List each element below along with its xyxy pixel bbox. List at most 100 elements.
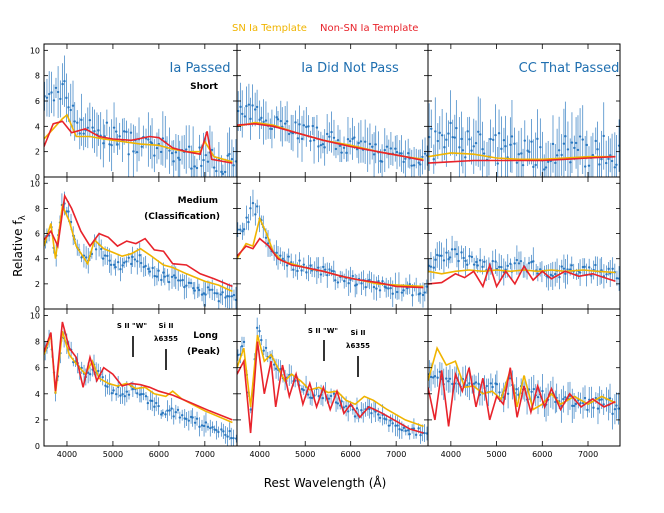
- data-point: [264, 346, 268, 350]
- data-point: [395, 290, 399, 294]
- x-tick-label: 6000: [149, 450, 169, 459]
- data-point: [230, 157, 234, 161]
- data-point: [237, 109, 240, 113]
- data-point: [562, 267, 566, 270]
- data-point: [239, 228, 242, 231]
- data-point: [170, 151, 174, 155]
- nonia-template-line: [44, 120, 233, 164]
- data-point: [576, 148, 580, 152]
- ia-template-line: [237, 334, 424, 428]
- data-point: [466, 263, 469, 266]
- data-point: [566, 268, 569, 271]
- data-point: [466, 130, 469, 133]
- data-point: [245, 216, 248, 219]
- data-point: [326, 273, 329, 277]
- data-point: [590, 274, 593, 277]
- data-point: [448, 377, 452, 380]
- data-point: [202, 424, 206, 428]
- data-point: [332, 270, 335, 273]
- data-point: [177, 279, 180, 282]
- data-point: [71, 104, 75, 107]
- data-point: [237, 353, 240, 357]
- data-point: [615, 277, 619, 280]
- data-point: [342, 146, 346, 150]
- data-point: [332, 392, 336, 395]
- data-point: [368, 407, 371, 411]
- data-point: [544, 166, 548, 169]
- data-point: [300, 269, 303, 272]
- data-point: [86, 126, 90, 129]
- data-point: [193, 289, 196, 292]
- data-point: [317, 266, 320, 269]
- data-point: [472, 145, 475, 148]
- data-point: [296, 137, 300, 140]
- data-point: [562, 142, 566, 145]
- data-point: [497, 265, 501, 269]
- data-point: [464, 156, 467, 159]
- data-point: [485, 384, 488, 388]
- data-point: [436, 253, 439, 257]
- data-point: [213, 291, 216, 295]
- annotation-s-ii-w-left: S II "W": [117, 322, 147, 330]
- data-point: [249, 117, 252, 121]
- data-point: [121, 264, 124, 267]
- data-point: [136, 260, 139, 263]
- data-point: [530, 260, 533, 264]
- x-tick-label: 5000: [103, 450, 123, 459]
- data-point: [222, 430, 225, 433]
- data-point: [102, 142, 105, 145]
- data-point: [564, 272, 567, 276]
- data-point: [105, 121, 109, 124]
- data-point: [425, 285, 428, 288]
- data-point: [610, 159, 614, 163]
- data-point: [255, 205, 259, 208]
- data-point: [97, 369, 100, 373]
- row-label-classification: (Classification): [144, 212, 220, 222]
- data-point: [167, 280, 171, 284]
- data-point: [296, 269, 299, 273]
- data-point: [394, 147, 397, 150]
- data-point: [513, 142, 516, 145]
- y-tick-label: 6: [35, 364, 40, 373]
- data-point: [508, 377, 512, 380]
- data-point: [591, 153, 595, 157]
- data-point: [586, 408, 589, 412]
- data-point: [176, 408, 180, 412]
- data-point: [355, 407, 359, 410]
- data-point: [131, 255, 134, 259]
- data-point: [494, 133, 497, 137]
- data-point: [470, 149, 473, 152]
- data-point: [88, 372, 92, 376]
- data-point: [181, 278, 184, 282]
- annotation-si-ii-wavelength-middle: λ6355: [346, 342, 370, 350]
- data-point: [287, 132, 291, 136]
- data-point: [166, 274, 169, 278]
- data-point: [360, 409, 363, 412]
- data-point: [336, 402, 340, 405]
- data-point: [170, 275, 174, 279]
- data-point: [602, 403, 605, 406]
- data-point: [232, 293, 236, 297]
- data-point: [389, 419, 392, 422]
- data-point: [302, 263, 305, 266]
- data-point: [419, 433, 422, 437]
- data-point: [370, 145, 374, 149]
- data-point: [417, 161, 420, 164]
- x-axis-label: Rest Wavelength (Å): [264, 475, 387, 490]
- data-point: [411, 294, 414, 297]
- data-point: [262, 349, 265, 352]
- data-point: [56, 90, 60, 94]
- x-tick-label: 4000: [57, 450, 77, 459]
- data-point: [440, 254, 443, 257]
- data-point: [230, 295, 234, 298]
- data-point: [515, 387, 518, 391]
- data-point: [443, 146, 446, 149]
- data-point: [398, 428, 401, 431]
- data-point: [159, 150, 163, 154]
- data-point: [523, 139, 526, 142]
- nonia-template-line: [44, 321, 233, 421]
- data-point: [223, 170, 227, 174]
- data-point: [617, 144, 620, 147]
- data-point: [453, 136, 456, 139]
- x-tick-label: 5000: [295, 450, 315, 459]
